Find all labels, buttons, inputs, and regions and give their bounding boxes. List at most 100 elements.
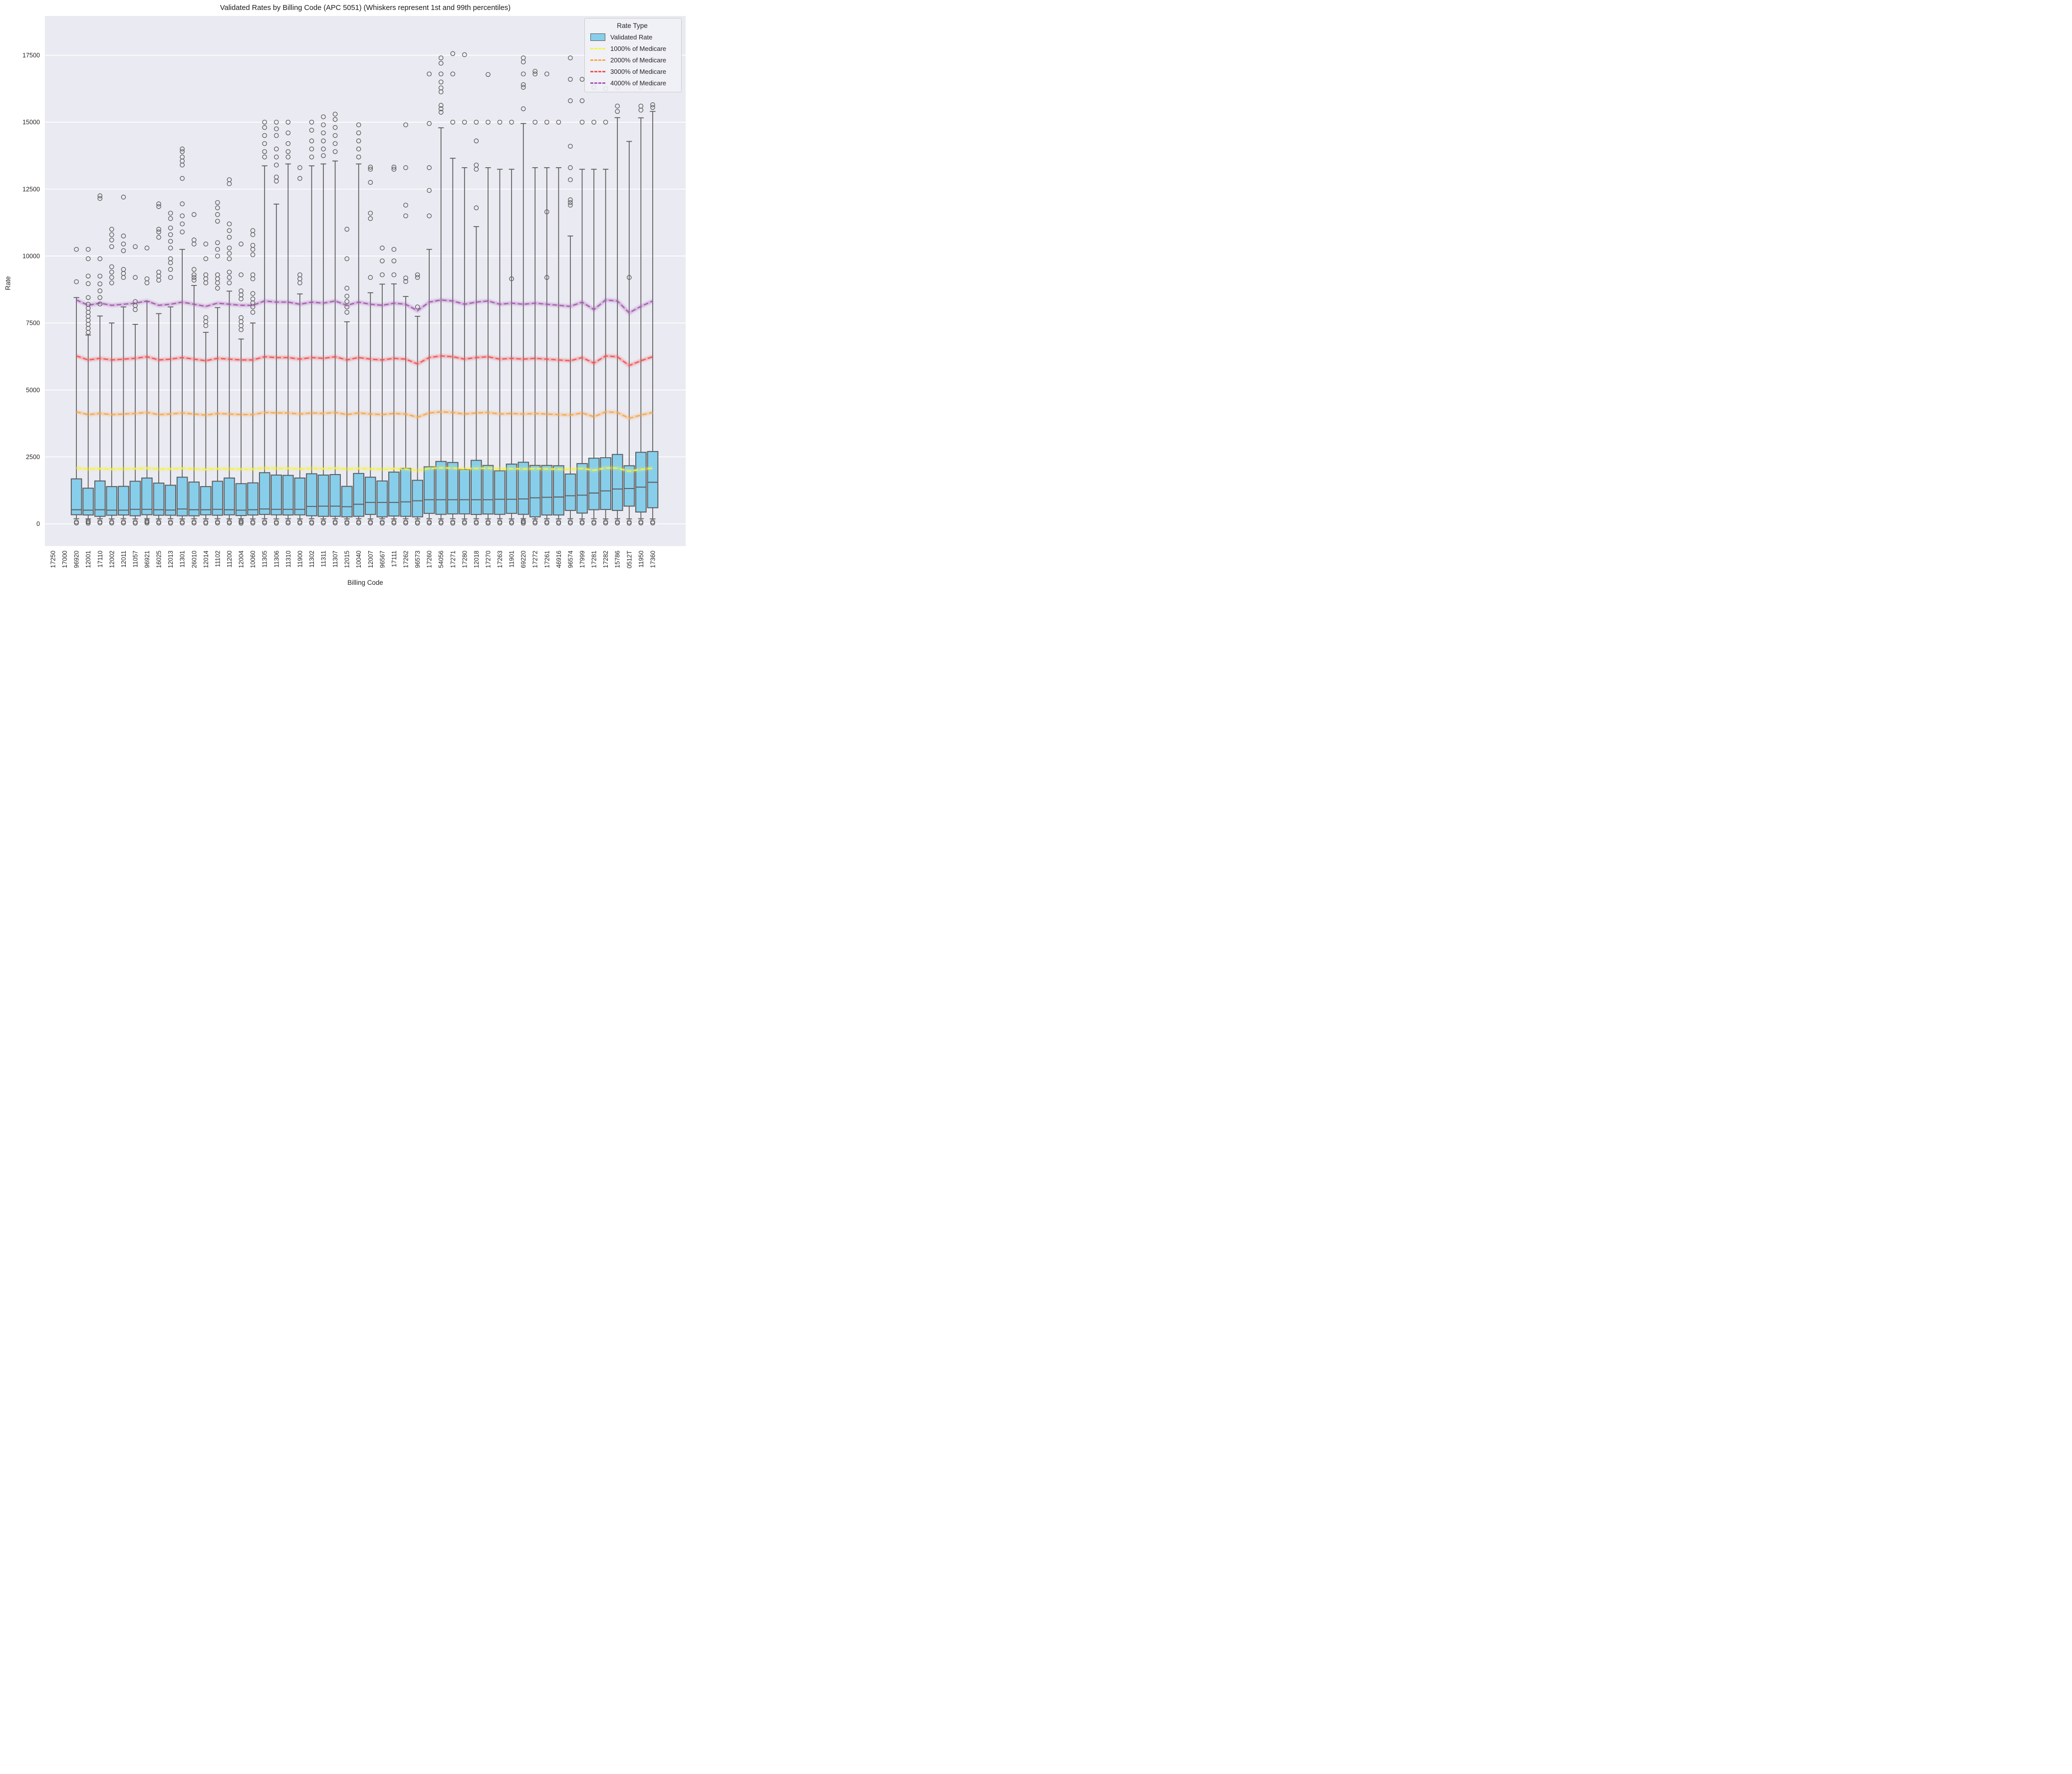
boxplot-12014 [200, 332, 212, 519]
x-tick-label: 11302 [308, 550, 315, 567]
x-tick-label: 54056 [438, 550, 445, 568]
x-tick-label: 12001 [85, 550, 92, 568]
x-tick-label: 96920 [73, 550, 80, 568]
x-tick-label: 17262 [403, 550, 410, 568]
x-tick-label: 11950 [638, 550, 645, 567]
x-tick-label: 12014 [203, 550, 210, 568]
outliers-17271 [450, 51, 456, 526]
outliers-12018 [474, 119, 479, 525]
legend-item-2000-of-medicare: 2000% of Medicare [590, 56, 674, 64]
outliers-12013 [168, 211, 173, 526]
boxplot-0512T [623, 141, 635, 519]
boxplot-12018 [471, 226, 482, 519]
x-tick-label: 12007 [367, 550, 374, 568]
refline-4000-of-medicare [75, 297, 654, 316]
legend-item-label: Validated Rate [610, 33, 653, 41]
boxplot-11311 [317, 163, 329, 519]
outliers-96567 [380, 246, 385, 526]
boxplot-26010 [188, 285, 200, 519]
boxplot-11950 [635, 117, 647, 519]
outliers-11301 [180, 146, 185, 525]
x-tick-label: 11301 [179, 550, 186, 567]
boxplot-96920 [70, 297, 82, 519]
x-tick-label: 12011 [120, 550, 127, 567]
x-tick-label: 11305 [261, 550, 268, 567]
outliers-46916 [556, 119, 561, 526]
outliers-96574 [568, 55, 573, 525]
x-tick-label: 17270 [485, 550, 492, 568]
x-tick-label: 17360 [649, 550, 656, 568]
boxplot-12002 [106, 322, 118, 519]
boxplot-11301 [176, 249, 188, 519]
outliers-54056 [438, 55, 444, 525]
x-tick-label: 17111 [391, 550, 398, 567]
legend-item-validated-rate: Validated Rate [590, 33, 674, 41]
x-tick-label: 69220 [520, 550, 527, 568]
outliers-11310 [285, 119, 291, 525]
legend-item-1000-of-medicare: 1000% of Medicare [590, 45, 674, 52]
outliers-26010 [191, 212, 197, 525]
boxplot-17280 [459, 167, 471, 519]
outliers-12015 [344, 227, 350, 526]
boxplot-17263 [494, 169, 506, 519]
outliers-17111 [391, 165, 397, 525]
boxplot-17999 [576, 169, 588, 519]
boxplot-10040 [353, 163, 365, 519]
outliers-16025 [156, 201, 161, 525]
boxplot-12013 [165, 306, 176, 519]
boxplot-11305 [259, 165, 270, 519]
boxplot-96921 [141, 301, 153, 519]
boxplot-12011 [118, 306, 129, 519]
boxplot-96567 [376, 283, 388, 519]
boxplot-17271 [447, 158, 459, 519]
x-tick-label: 15786 [614, 550, 621, 568]
y-tick-label: 17500 [22, 52, 40, 59]
boxplot-svg: 0 2500 5000 7500 10000 12500 15000 17500 17250 17… [22, 16, 686, 568]
legend-item-label: 2000% of Medicare [610, 56, 667, 64]
x-tick-label: 96567 [379, 550, 386, 568]
x-tick-label: 96921 [144, 550, 151, 568]
boxplot-17272 [529, 167, 541, 519]
boxplot-11102 [212, 307, 224, 519]
boxplot-54056 [435, 127, 447, 519]
boxplot-96574 [564, 236, 576, 519]
y-tick-label: 7500 [26, 320, 40, 327]
legend-item-4000-of-medicare: 4000% of Medicare [590, 79, 674, 87]
outliers-11057 [133, 244, 138, 526]
outliers-17262 [403, 122, 408, 525]
boxplot-11900 [294, 293, 306, 519]
outliers-11302 [309, 119, 314, 526]
outliers-11311 [321, 114, 326, 525]
dashed-line-swatch-icon [590, 82, 605, 84]
x-tick-label: 17281 [591, 550, 598, 568]
x-tick-label: 46916 [555, 550, 562, 568]
x-tick-label: 10060 [250, 550, 257, 568]
x-tick-label: 17282 [602, 550, 609, 568]
boxplot-69220 [518, 123, 529, 519]
outliers-12007 [368, 165, 373, 525]
x-tick-label: 17110 [97, 550, 104, 567]
x-tick-label: 12002 [108, 550, 115, 568]
outliers-12011 [121, 195, 126, 525]
x-tick-label: 17999 [579, 550, 586, 568]
boxplot-11057 [129, 324, 141, 519]
outliers-11305 [262, 119, 267, 525]
legend-item-label: 4000% of Medicare [610, 79, 667, 87]
outliers-17261 [544, 71, 549, 525]
boxplot-12004 [235, 338, 247, 519]
x-tick-label: 11311 [320, 550, 327, 567]
boxplot-17282 [600, 169, 611, 519]
x-tick-label: 17250 [50, 550, 57, 568]
outliers-17999 [579, 77, 585, 525]
y-tick-label: 5000 [26, 387, 40, 394]
outliers-10040 [356, 122, 361, 525]
y-tick-label: 15000 [22, 119, 40, 126]
dashed-line-swatch-icon [590, 59, 605, 61]
boxplot-17270 [482, 167, 494, 519]
outliers-17272 [532, 68, 538, 525]
x-tick-label: 11306 [273, 550, 280, 567]
x-tick-label: 17280 [461, 550, 468, 568]
legend-item-label: 3000% of Medicare [610, 68, 667, 75]
x-tick-label: 0512T [626, 550, 633, 568]
outliers-11200 [227, 177, 232, 525]
